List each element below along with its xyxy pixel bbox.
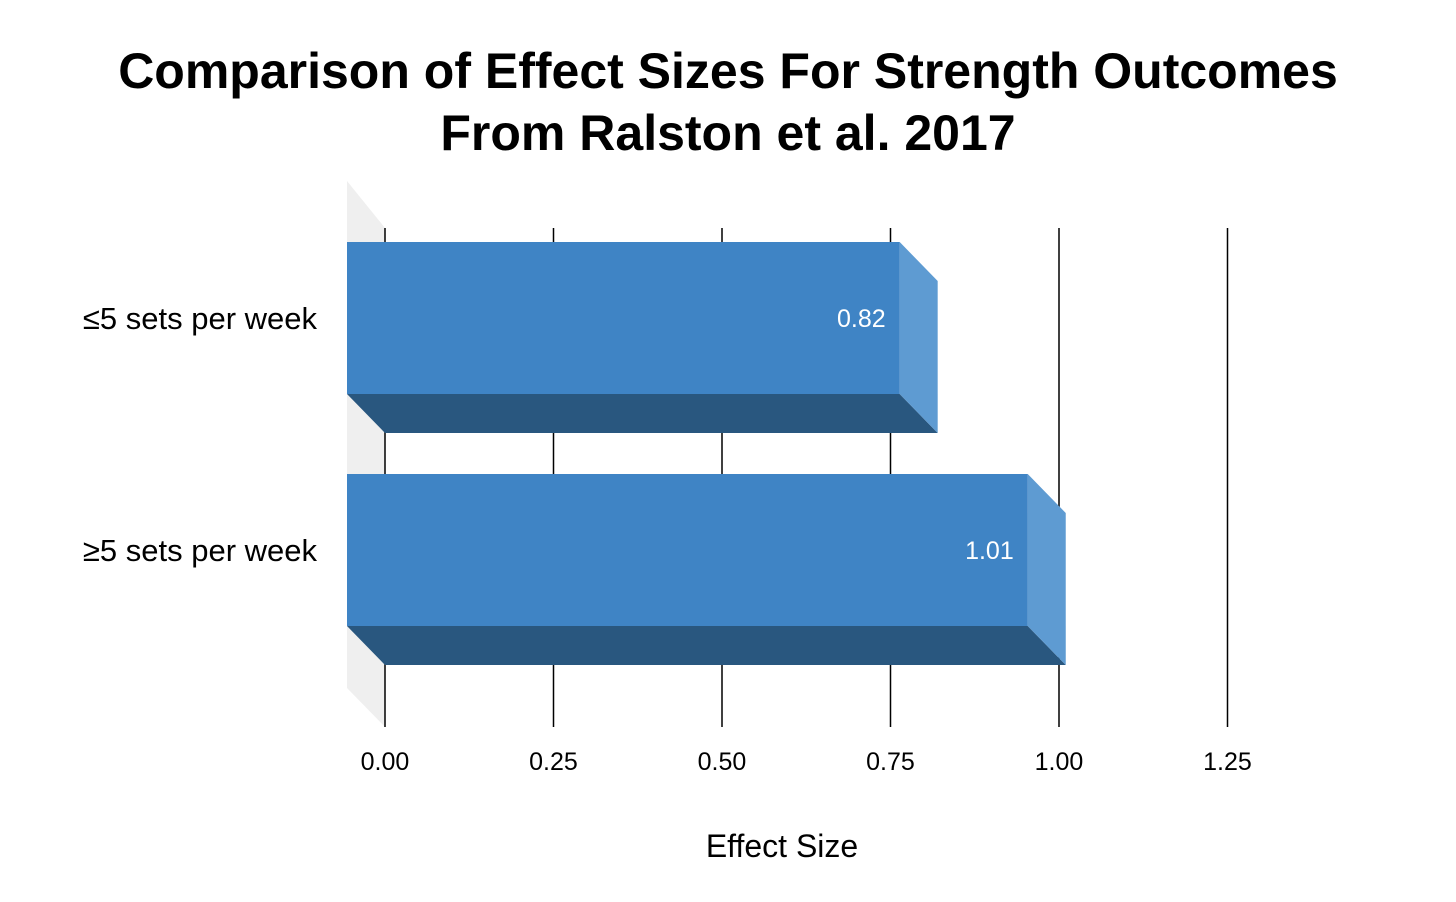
chart-title-line-1: Comparison of Effect Sizes For Strength … bbox=[118, 43, 1338, 99]
bar-front-face-0 bbox=[347, 242, 900, 394]
x-tick-label-3: 0.75 bbox=[866, 748, 915, 776]
x-tick-label-4: 1.00 bbox=[1035, 748, 1084, 776]
category-label-0: ≤5 sets per week bbox=[83, 301, 318, 336]
bar-1 bbox=[347, 474, 1066, 665]
category-label-1: ≥5 sets per week bbox=[83, 533, 318, 568]
bar-side-face-1 bbox=[1027, 474, 1066, 665]
chart-title: Comparison of Effect Sizes For Strength … bbox=[0, 40, 1456, 164]
x-axis-title: Effect Size bbox=[706, 828, 858, 864]
bar-bottom-face-1 bbox=[347, 626, 1066, 665]
x-tick-label-5: 1.25 bbox=[1203, 748, 1252, 776]
bars bbox=[347, 242, 1066, 665]
bar-front-face-1 bbox=[347, 474, 1028, 626]
bar-0 bbox=[347, 242, 938, 433]
x-tick-label-0: 0.00 bbox=[361, 748, 410, 776]
x-tick-label-1: 0.25 bbox=[529, 748, 578, 776]
data-label-0: 0.82 bbox=[837, 305, 886, 333]
bar-bottom-face-0 bbox=[347, 394, 938, 433]
labels: 0.00 0.25 0.50 0.75 1.00 1.25 0.82 ≤5 sets per … bbox=[83, 301, 1252, 864]
data-label-1: 1.01 bbox=[965, 537, 1014, 565]
chart-title-line-2: From Ralston et al. 2017 bbox=[440, 105, 1016, 161]
bar-side-face-0 bbox=[899, 242, 938, 433]
x-tick-label-2: 0.50 bbox=[698, 748, 747, 776]
